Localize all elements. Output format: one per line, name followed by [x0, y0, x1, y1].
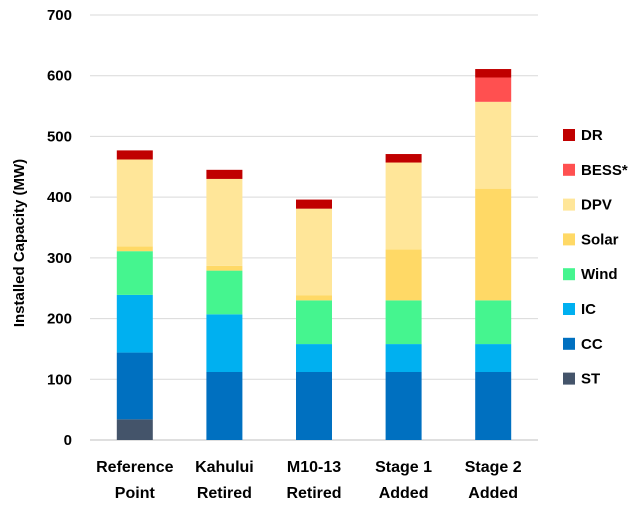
bar-segment-wind — [206, 270, 243, 315]
legend-label: DR — [581, 127, 603, 144]
bar-segment-dpv — [296, 208, 332, 296]
bar-segment-wind — [116, 251, 153, 295]
legend-label: Solar — [581, 231, 619, 248]
bar-segment-ic — [206, 314, 243, 372]
legend-label: CC — [581, 336, 603, 353]
bar-segment-dpv — [385, 162, 422, 250]
bar-segment-cc — [296, 372, 332, 440]
bar-segment-dpv — [116, 159, 153, 247]
legend-label: BESS* — [581, 162, 628, 179]
x-tick-label: Retired — [197, 485, 252, 502]
bars — [116, 69, 512, 440]
y-axis-ticks: 0 100 200 300 400 500 600 700 — [47, 7, 72, 449]
y-tick-label: 200 — [47, 311, 72, 328]
bar-segment-ic — [385, 344, 422, 372]
bar-segment-wind — [475, 300, 512, 345]
x-tick-label: Stage 2 — [465, 459, 522, 476]
bar-segment-solar — [116, 246, 153, 252]
x-tick-label: Retired — [286, 485, 341, 502]
bar-segment-dr — [296, 199, 332, 209]
legend-label: DPV — [581, 197, 612, 214]
x-tick-label: Kahului — [195, 459, 254, 476]
bar-segment-st — [116, 419, 153, 440]
bar-segment-dr — [206, 169, 243, 179]
bar-segment-ic — [116, 294, 153, 353]
legend-swatch — [563, 337, 575, 350]
x-tick-label: M10-13 — [287, 459, 341, 476]
bar-segment-dpv — [206, 178, 243, 266]
bar-segment-wind — [296, 300, 332, 345]
bar-segment-solar — [475, 188, 512, 301]
legend-swatch — [563, 129, 575, 141]
legend-swatch — [563, 198, 575, 211]
legend-label: Wind — [581, 266, 618, 283]
bar-segment-ic — [296, 344, 332, 372]
bar-segment-dpv — [475, 101, 512, 189]
y-tick-label: 400 — [47, 189, 72, 206]
legend-swatch — [563, 233, 575, 246]
legend-label: ST — [581, 371, 600, 388]
y-tick-label: 500 — [47, 128, 72, 145]
bar-segment-solar — [206, 265, 243, 271]
bar-segment-dr — [116, 150, 153, 160]
y-tick-label: 600 — [47, 68, 72, 85]
bar-segment-cc — [206, 372, 243, 440]
x-tick-label: Point — [115, 485, 156, 502]
x-tick-label: Added — [379, 485, 429, 502]
x-axis-labels: Reference Point Kahului Retired M10-13 Retire… — [96, 459, 522, 502]
y-tick-label: 700 — [47, 7, 72, 24]
bar-segment-wind — [385, 300, 422, 345]
y-tick-label: 100 — [47, 371, 72, 388]
legend-swatch — [563, 303, 575, 315]
y-tick-label: 300 — [47, 250, 72, 267]
x-tick-label: Stage 1 — [375, 459, 432, 476]
legend-swatch — [563, 163, 575, 176]
legend-swatch — [563, 268, 575, 281]
x-tick-label: Added — [468, 485, 518, 502]
bar-segment-ic — [475, 344, 512, 372]
bar-segment-solar — [385, 249, 422, 301]
bar-segment-solar — [296, 295, 332, 301]
bar-segment-dr — [475, 69, 512, 78]
y-axis-label: Installed Capacity (MW) — [11, 159, 28, 327]
bar-segment-bess — [475, 77, 512, 102]
bar-segment-dr — [385, 154, 422, 163]
bar-segment-cc — [385, 372, 422, 440]
legend: DR BESS* DPV Solar Wind IC CC ST — [563, 127, 628, 388]
bar-segment-cc — [116, 352, 153, 420]
legend-label: IC — [581, 301, 596, 318]
bar-segment-cc — [475, 372, 512, 440]
y-tick-label: 0 — [64, 432, 72, 449]
x-tick-label: Reference — [96, 459, 173, 476]
legend-swatch — [563, 372, 575, 385]
